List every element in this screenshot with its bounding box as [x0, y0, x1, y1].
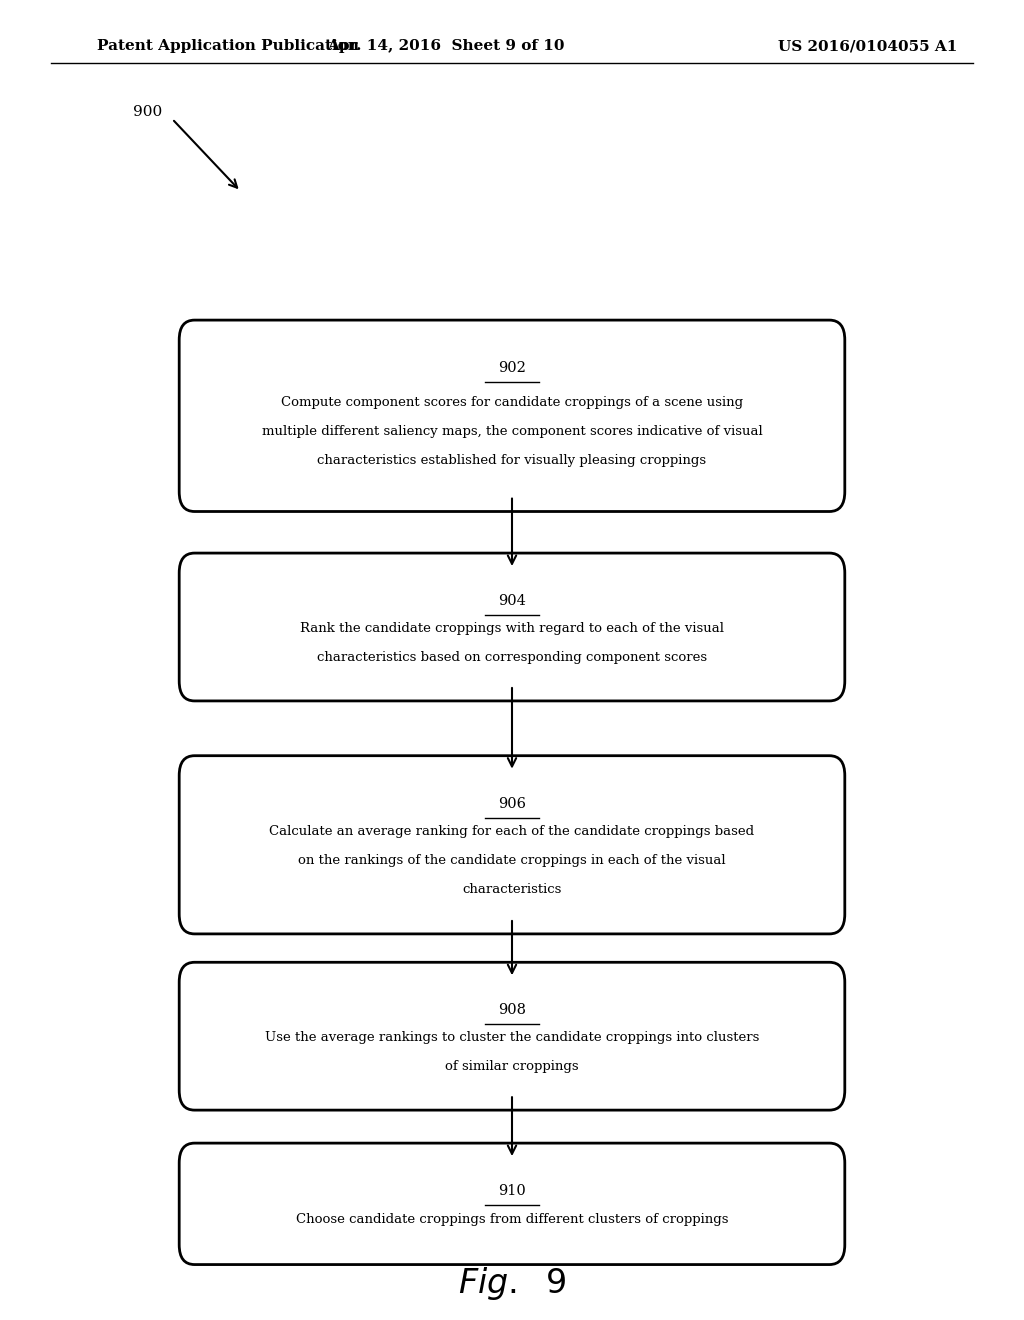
Text: characteristics established for visually pleasing croppings: characteristics established for visually…	[317, 454, 707, 467]
Text: Rank the candidate croppings with regard to each of the visual: Rank the candidate croppings with regard…	[300, 622, 724, 635]
Text: 900: 900	[133, 106, 163, 119]
Text: 906: 906	[498, 796, 526, 810]
Text: 902: 902	[498, 360, 526, 375]
Text: multiple different saliency maps, the component scores indicative of visual: multiple different saliency maps, the co…	[261, 425, 763, 438]
Text: 908: 908	[498, 1003, 526, 1018]
Text: on the rankings of the candidate croppings in each of the visual: on the rankings of the candidate croppin…	[298, 854, 726, 867]
FancyBboxPatch shape	[179, 1143, 845, 1265]
Text: 904: 904	[498, 594, 526, 609]
Text: Use the average rankings to cluster the candidate croppings into clusters: Use the average rankings to cluster the …	[265, 1031, 759, 1044]
Text: US 2016/0104055 A1: US 2016/0104055 A1	[778, 40, 957, 53]
Text: 910: 910	[498, 1184, 526, 1199]
FancyBboxPatch shape	[179, 553, 845, 701]
Text: Patent Application Publication: Patent Application Publication	[97, 40, 359, 53]
Text: characteristics based on corresponding component scores: characteristics based on corresponding c…	[317, 651, 707, 664]
Text: Apr. 14, 2016  Sheet 9 of 10: Apr. 14, 2016 Sheet 9 of 10	[327, 40, 564, 53]
Text: characteristics: characteristics	[462, 883, 562, 896]
FancyBboxPatch shape	[179, 319, 845, 511]
Text: $\mathit{Fig.}$  $\mathit{9}$: $\mathit{Fig.}$ $\mathit{9}$	[458, 1265, 566, 1302]
Text: of similar croppings: of similar croppings	[445, 1060, 579, 1073]
Text: Choose candidate croppings from different clusters of croppings: Choose candidate croppings from differen…	[296, 1213, 728, 1226]
Text: Compute component scores for candidate croppings of a scene using: Compute component scores for candidate c…	[281, 396, 743, 409]
FancyBboxPatch shape	[179, 962, 845, 1110]
FancyBboxPatch shape	[179, 755, 845, 935]
Text: Calculate an average ranking for each of the candidate croppings based: Calculate an average ranking for each of…	[269, 825, 755, 838]
